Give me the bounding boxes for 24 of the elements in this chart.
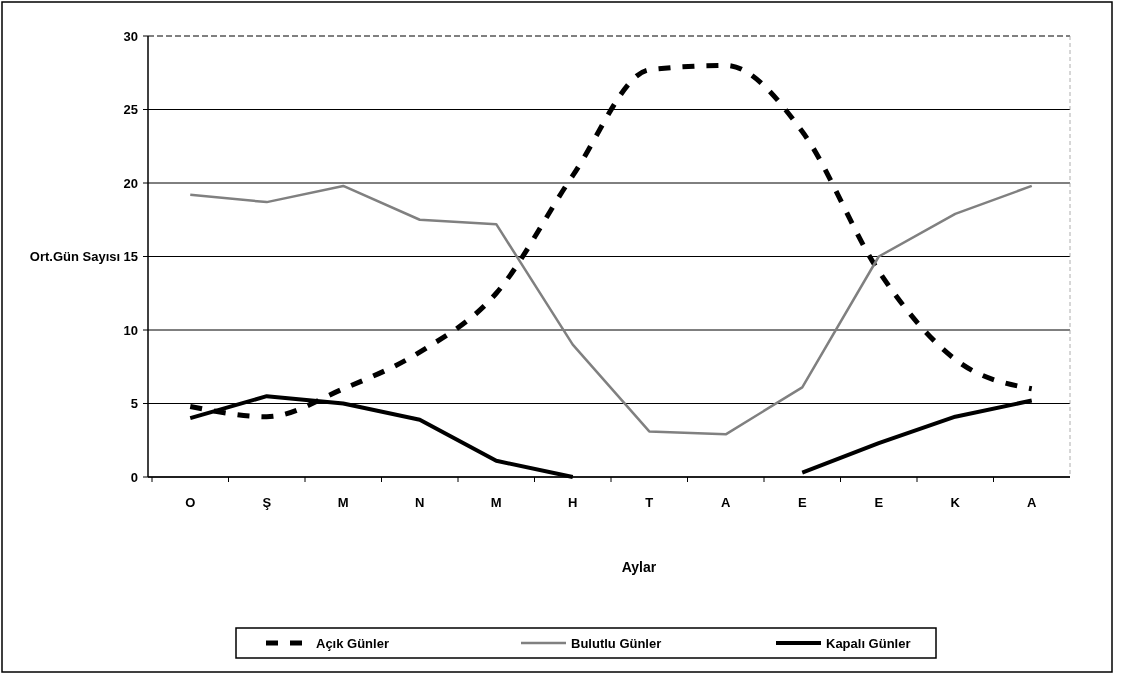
x-tick-label: A xyxy=(1027,495,1038,510)
y-tick-label: 5 xyxy=(130,396,138,412)
x-tick-label: E xyxy=(874,495,884,510)
y-axis-title: Ort.Gün Sayısı xyxy=(29,249,121,265)
x-tick-label: A xyxy=(721,495,732,510)
y-tick-label: 0 xyxy=(130,469,138,485)
legend-label: Açık Günler xyxy=(316,635,389,651)
x-tick-label: M xyxy=(337,495,349,510)
legend-label: Bulutlu Günler xyxy=(571,635,662,651)
x-tick-label: E xyxy=(797,495,807,510)
x-tick-label: M xyxy=(490,495,502,510)
y-tick-label: 20 xyxy=(123,175,138,191)
x-axis-title: Aylar xyxy=(621,559,657,575)
x-tick-label: T xyxy=(645,495,654,510)
y-tick-label: 25 xyxy=(123,102,138,118)
x-tick-label: H xyxy=(568,495,578,510)
x-tick-label: O xyxy=(185,495,196,510)
x-tick-label: Ş xyxy=(262,495,272,510)
y-tick-label: 15 xyxy=(123,249,138,265)
y-tick-label: 30 xyxy=(123,28,138,44)
legend-label: Kapalı Günler xyxy=(826,635,911,651)
x-tick-label: N xyxy=(415,495,425,510)
y-tick-label: 10 xyxy=(123,322,138,338)
x-tick-label: K xyxy=(950,495,961,510)
